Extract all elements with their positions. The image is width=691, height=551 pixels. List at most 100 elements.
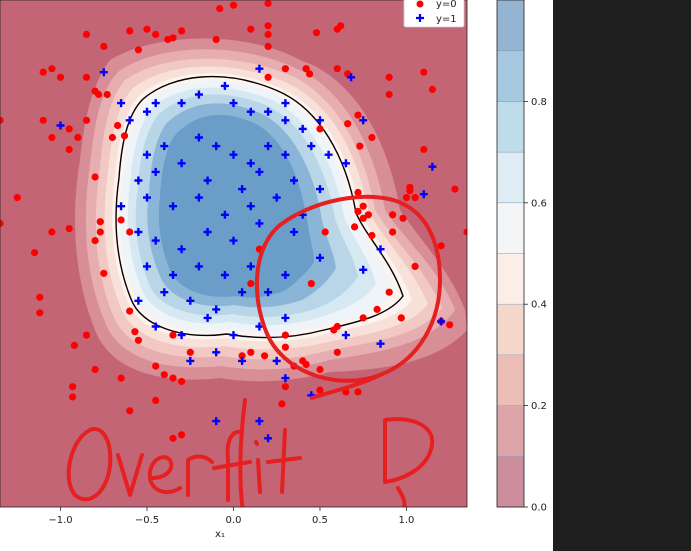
annotation-circle-tail xyxy=(310,373,382,400)
marker-y1-28 xyxy=(324,150,333,159)
marker-y0-58 xyxy=(96,228,104,236)
marker-y0-80 xyxy=(169,434,177,442)
marker-y0-67 xyxy=(36,309,44,317)
marker-y0-3 xyxy=(82,30,91,38)
colorbar xyxy=(496,0,525,508)
marker-y1-18 xyxy=(359,116,368,125)
colorbar-tick-label-0: 0.0 xyxy=(531,503,547,514)
annotation-circle xyxy=(254,194,442,383)
colorbar-tick-label-2: 0.4 xyxy=(531,300,547,311)
marker-y1-44 xyxy=(272,193,281,202)
marker-y0-12 xyxy=(212,35,220,44)
annotation-letter-i xyxy=(254,440,262,494)
handwritten-annotation xyxy=(66,194,442,507)
marker-y0-50 xyxy=(368,133,376,142)
marker-y1-14 xyxy=(281,99,290,108)
marker-y0-117 xyxy=(399,214,407,222)
marker-y0-53 xyxy=(91,173,99,181)
marker-y0-1 xyxy=(229,1,238,9)
marker-y1-1 xyxy=(255,64,264,73)
marker-y0-6 xyxy=(126,27,134,35)
marker-y1-55 xyxy=(194,262,203,271)
marker-y0-66 xyxy=(36,293,44,301)
series-y1-markers xyxy=(56,64,446,443)
marker-y1-54 xyxy=(169,271,177,279)
marker-y1-27 xyxy=(307,142,316,151)
marker-y0-86 xyxy=(238,352,246,360)
marker-y0-63 xyxy=(30,249,39,257)
annotation-letter-f xyxy=(212,429,252,502)
colorbar-segment-7 xyxy=(497,101,524,153)
x-tick-label-1: −0.5 xyxy=(135,515,159,526)
marker-y0-0 xyxy=(216,5,224,13)
marker-y0-77 xyxy=(178,377,186,386)
marker-y0-26 xyxy=(103,90,111,99)
marker-y0-81 xyxy=(178,431,186,439)
marker-y1-22 xyxy=(212,142,221,151)
marker-y1-80 xyxy=(359,265,368,274)
marker-y1-7 xyxy=(151,99,160,108)
marker-y1-81 xyxy=(376,245,385,254)
marker-y0-7 xyxy=(143,25,151,33)
colorbar-segment-1 xyxy=(497,405,524,457)
marker-y0-102 xyxy=(354,388,362,396)
marker-y1-79 xyxy=(376,339,385,348)
marker-y0-130 xyxy=(307,280,315,288)
annotation-letter-r xyxy=(186,454,214,497)
marker-y1-10 xyxy=(220,81,229,90)
marker-y0-22 xyxy=(39,68,47,76)
marker-y0-48 xyxy=(354,111,362,119)
marker-y0-98 xyxy=(281,383,289,391)
marker-y1-20 xyxy=(160,142,169,151)
legend-marker-y1 xyxy=(416,14,424,22)
marker-y0-40 xyxy=(65,125,73,133)
marker-y1-84 xyxy=(437,317,446,326)
marker-y0-32 xyxy=(344,70,352,78)
marker-y0-110 xyxy=(321,228,329,236)
marker-y0-69 xyxy=(70,341,78,349)
colorbar-tick-label-4: 0.8 xyxy=(531,97,547,108)
marker-y0-59 xyxy=(91,237,99,245)
marker-y1-64 xyxy=(238,288,247,297)
decision-boundary-line xyxy=(115,76,404,339)
marker-y1-19 xyxy=(143,150,151,159)
marker-y0-88 xyxy=(247,348,255,356)
marker-y1-68 xyxy=(203,313,212,322)
marker-y1-82 xyxy=(419,190,428,199)
marker-y0-129 xyxy=(354,207,362,215)
marker-y0-76 xyxy=(169,374,177,382)
x-tick-label-0: −1.0 xyxy=(48,515,72,526)
marker-y1-87 xyxy=(255,417,264,426)
legend-label-y0: y=0 xyxy=(436,0,457,10)
marker-y0-107 xyxy=(385,288,393,296)
marker-y1-11 xyxy=(229,99,238,108)
marker-y1-57 xyxy=(246,262,255,271)
marker-y0-122 xyxy=(437,242,445,250)
annotation-letter-D xyxy=(383,417,435,484)
colorbar-segment-5 xyxy=(497,202,524,254)
marker-y1-16 xyxy=(298,124,307,133)
marker-y0-99 xyxy=(278,400,286,408)
marker-y0-74 xyxy=(152,362,160,370)
contour-band-0-10 xyxy=(158,114,314,298)
marker-y1-34 xyxy=(238,185,247,194)
marker-y1-40 xyxy=(169,202,177,211)
marker-y1-59 xyxy=(316,253,324,262)
marker-y0-73 xyxy=(186,348,194,356)
marker-y0-51 xyxy=(316,125,324,133)
x-tick-label-2: 0.0 xyxy=(226,515,242,526)
marker-y0-105 xyxy=(359,314,367,322)
marker-y0-62 xyxy=(0,219,4,227)
marker-y1-25 xyxy=(264,142,273,151)
x-axis: −1.0 −0.5 0.0 0.5 1.0 xyxy=(48,507,414,526)
marker-y0-121 xyxy=(411,194,419,202)
marker-y0-41 xyxy=(48,133,56,142)
marker-y1-63 xyxy=(212,305,221,314)
marker-y0-25 xyxy=(95,90,103,99)
marker-y0-124 xyxy=(446,321,454,329)
marker-y0-19 xyxy=(134,46,142,54)
marker-y0-92 xyxy=(281,343,289,351)
x-axis-label: x₁ xyxy=(215,529,225,540)
marker-y1-3 xyxy=(56,121,65,130)
marker-y0-100 xyxy=(316,386,324,394)
